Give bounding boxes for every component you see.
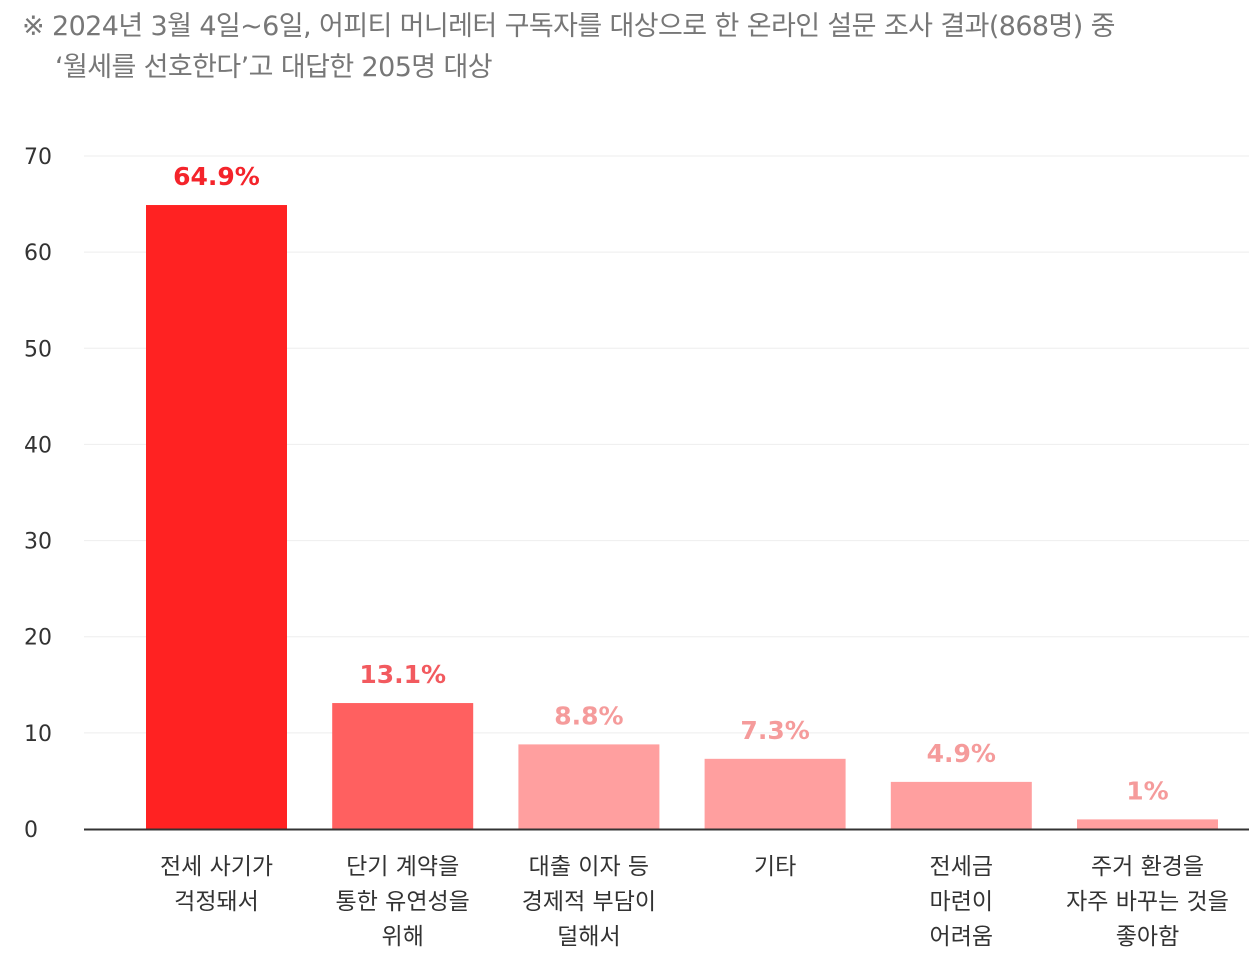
bar: [518, 744, 660, 829]
y-tick-label: 20: [24, 626, 52, 651]
y-tick-label: 10: [24, 722, 52, 747]
category-label: 단기 계약을: [346, 854, 459, 880]
survey-note-line-2: ‘월세를 선호한다’고 대답한 205명 대상: [55, 52, 493, 83]
bar: [332, 703, 474, 829]
category-label: 걱정돼서: [174, 889, 259, 915]
category-label: 마련이: [930, 889, 993, 915]
bar: [890, 781, 1032, 829]
category-label: 좋아함: [1116, 924, 1179, 950]
y-tick-label: 40: [24, 433, 52, 458]
bar-value-label: 13.1%: [359, 660, 446, 689]
category-label: 대출 이자 등: [529, 854, 649, 880]
category-label: 전세 사기가: [160, 854, 273, 880]
y-tick-label: 60: [24, 241, 52, 266]
category-label: 기타: [754, 854, 796, 880]
category-label: 경제적 부담이: [522, 889, 656, 915]
survey-note-line-1: ※ 2024년 3월 4일~6일, 어피티 머니레터 구독자를 대상으로 한 온…: [22, 11, 1115, 42]
bar-value-label: 7.3%: [740, 716, 809, 745]
bar-value-label: 4.9%: [927, 739, 996, 768]
category-label: 덜해서: [557, 924, 620, 950]
bar: [146, 205, 287, 830]
y-tick-label: 30: [24, 530, 52, 555]
bar: [704, 758, 846, 829]
survey-note: ※ 2024년 3월 4일~6일, 어피티 머니레터 구독자를 대상으로 한 온…: [22, 6, 1237, 88]
category-label: 전세금: [930, 854, 993, 880]
category-label: 위해: [382, 924, 424, 950]
bars: [146, 205, 1218, 830]
value-labels: 64.9% 13.1% 8.8% 7.3% 4.9% 1%: [173, 162, 1169, 805]
y-tick-label: 50: [24, 337, 52, 362]
category-label: 어려움: [930, 924, 993, 950]
y-tick-label: 70: [24, 145, 52, 170]
bar-value-label: 64.9%: [173, 162, 260, 191]
bar-value-label: 8.8%: [554, 701, 623, 730]
category-label: 통한 유연성을: [336, 889, 470, 915]
y-axis-ticks: 0 10 20 30 40 50 60 70: [24, 145, 52, 843]
category-label: 자주 바꾸는 것을: [1066, 889, 1229, 915]
category-label: 주거 환경을: [1091, 854, 1204, 880]
bar: [1077, 819, 1218, 829]
y-tick-label: 0: [24, 818, 38, 843]
bar-value-label: 1%: [1126, 776, 1168, 805]
